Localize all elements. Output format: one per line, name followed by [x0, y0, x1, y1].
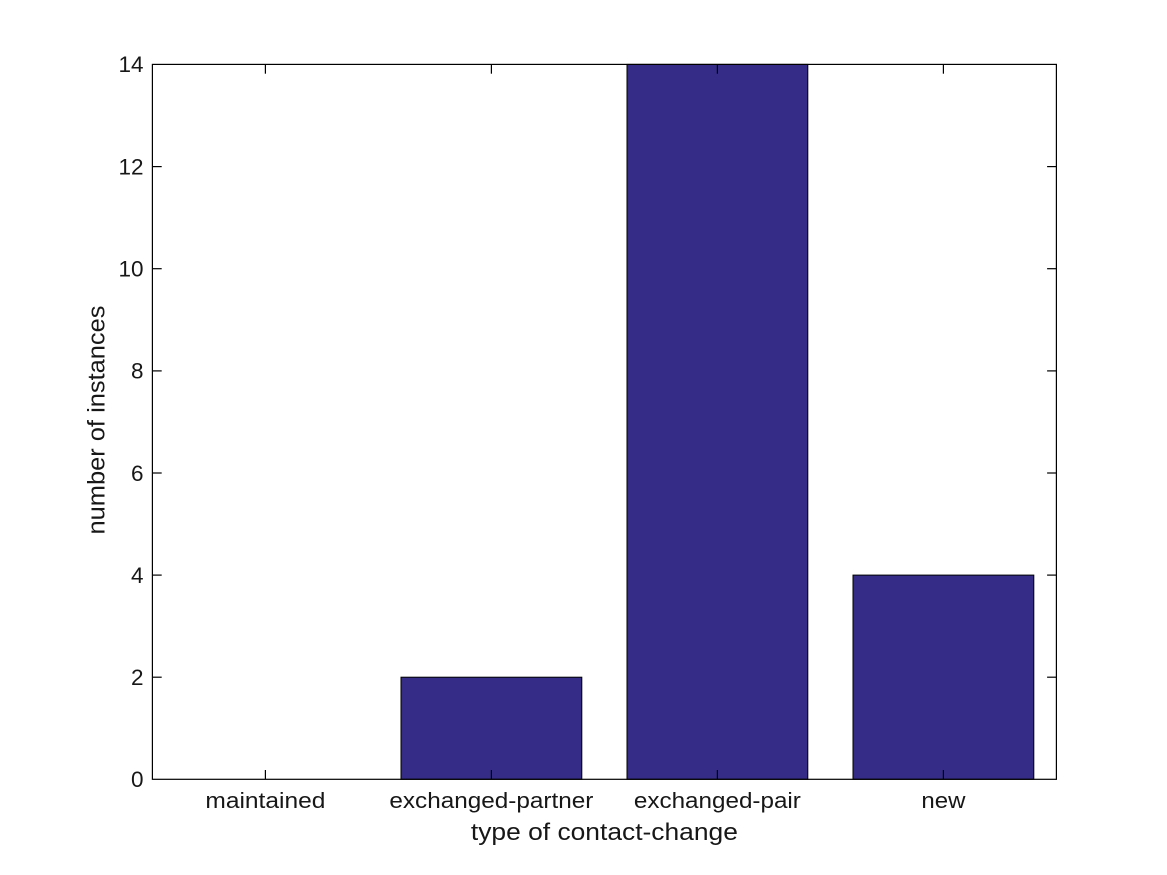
svg-text:14: 14 [118, 52, 143, 77]
svg-text:4: 4 [131, 563, 144, 588]
svg-text:0: 0 [131, 767, 144, 792]
svg-text:maintained: maintained [205, 788, 325, 813]
svg-text:number of instances: number of instances [84, 306, 111, 535]
svg-text:type of contact-change: type of contact-change [471, 819, 738, 846]
svg-text:new: new [921, 788, 965, 813]
svg-text:10: 10 [118, 257, 143, 282]
svg-text:exchanged-pair: exchanged-pair [634, 788, 801, 813]
svg-text:exchanged-partner: exchanged-partner [389, 788, 593, 813]
svg-text:6: 6 [131, 461, 144, 486]
svg-text:12: 12 [118, 154, 143, 179]
svg-text:2: 2 [131, 665, 144, 690]
svg-text:8: 8 [131, 359, 144, 384]
